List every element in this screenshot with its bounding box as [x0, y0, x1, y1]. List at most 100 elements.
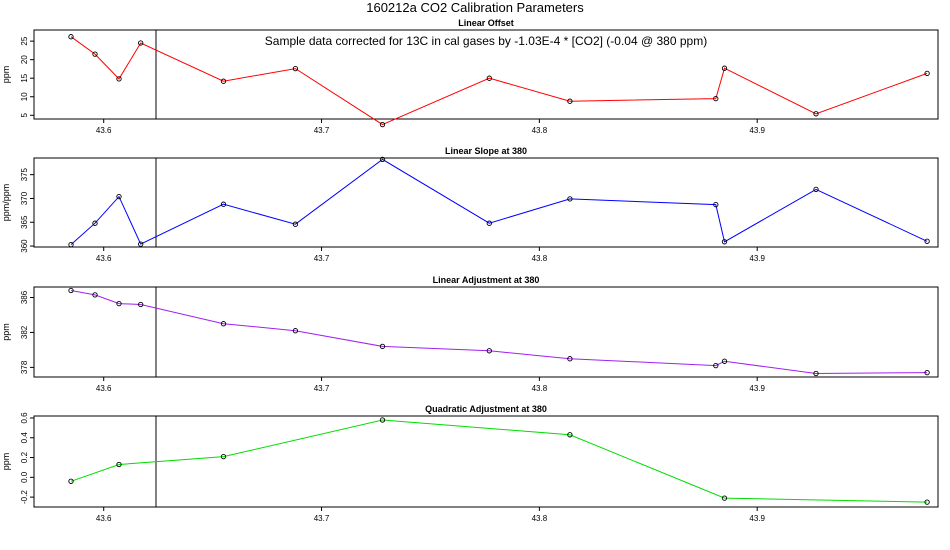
- x-tick-label: 43.9: [749, 126, 765, 135]
- x-tick-label: 43.8: [532, 514, 548, 523]
- data-point: [379, 156, 386, 163]
- data-point: [813, 111, 819, 117]
- y-tick-label: 15: [20, 73, 29, 82]
- data-point: [813, 186, 819, 193]
- x-tick-label: 43.7: [314, 126, 330, 135]
- y-tick-label: -0.2: [20, 490, 29, 504]
- chart-annotation: Sample data corrected for 13C in cal gas…: [265, 34, 707, 48]
- data-point: [292, 328, 299, 334]
- x-tick-label: 43.9: [749, 254, 765, 263]
- data-point: [486, 348, 492, 354]
- series-line: [70, 158, 928, 245]
- data-point: [567, 196, 573, 202]
- chart-title: Linear Slope at 380: [445, 146, 527, 156]
- x-tick-label: 43.6: [96, 384, 112, 393]
- series-line: [70, 419, 928, 503]
- data-point: [116, 461, 122, 468]
- data-point: [924, 70, 930, 77]
- y-tick-label: 0.6: [20, 412, 29, 424]
- x-tick-label: 43.8: [532, 254, 548, 263]
- series-line: [70, 290, 928, 375]
- data-point: [924, 238, 930, 244]
- data-point: [116, 193, 122, 200]
- y-tick-label: 5: [20, 113, 29, 118]
- data-point: [220, 321, 227, 327]
- data-point: [379, 417, 386, 423]
- chart-panel-1: Linear Offset Sample data corrected for 1…: [1, 18, 939, 135]
- y-axis-label: ppm/ppm: [1, 184, 11, 222]
- y-tick-label: 20: [20, 55, 29, 64]
- data-point: [220, 453, 227, 460]
- data-point: [713, 362, 719, 369]
- page-title: 160212a CO2 Calibration Parameters: [366, 0, 584, 15]
- y-tick-label: 386: [20, 290, 29, 304]
- data-point: [567, 98, 573, 104]
- data-point: [220, 201, 227, 207]
- x-tick-label: 43.8: [532, 126, 548, 135]
- y-tick-label: 378: [20, 360, 29, 374]
- y-tick-label: 10: [20, 92, 29, 101]
- data-point: [486, 220, 492, 226]
- y-tick-label: 360: [20, 239, 29, 253]
- x-tick-label: 43.7: [314, 514, 330, 523]
- x-tick-label: 43.6: [96, 126, 112, 135]
- x-tick-label: 43.8: [532, 384, 548, 393]
- y-axis-label: ppm: [1, 323, 11, 341]
- data-point: [68, 34, 74, 40]
- y-tick-label: 0.4: [20, 432, 29, 444]
- data-point: [379, 343, 386, 350]
- data-point: [92, 220, 98, 226]
- data-point: [721, 495, 728, 501]
- data-point: [68, 478, 74, 484]
- data-point: [924, 499, 930, 505]
- data-point: [68, 287, 74, 294]
- data-point: [116, 300, 122, 307]
- y-axis-label: ppm: [1, 453, 11, 471]
- y-tick-label: 382: [20, 325, 29, 339]
- y-tick-label: 375: [20, 167, 29, 181]
- data-point: [292, 221, 299, 227]
- data-point: [567, 432, 573, 438]
- x-tick-label: 43.7: [314, 254, 330, 263]
- data-point: [379, 121, 386, 128]
- data-point: [68, 241, 74, 248]
- x-tick-label: 43.9: [749, 384, 765, 393]
- chart-panel-4: Quadratic Adjustment at 380 ppm 43.6 43.7 43…: [1, 404, 939, 523]
- chart-title: Linear Offset: [458, 18, 514, 28]
- data-point: [567, 356, 573, 362]
- x-tick-label: 43.7: [314, 384, 330, 393]
- data-point: [92, 51, 98, 57]
- data-point: [713, 95, 719, 102]
- data-point: [713, 201, 719, 208]
- data-point: [924, 369, 930, 376]
- x-tick-label: 43.6: [96, 514, 112, 523]
- data-point: [138, 301, 144, 308]
- data-point: [92, 292, 98, 298]
- data-point: [721, 239, 728, 245]
- x-tick-label: 43.9: [749, 514, 765, 523]
- y-axis-label: ppm: [1, 66, 11, 84]
- y-tick-label: 365: [20, 215, 29, 229]
- chart-title: Quadratic Adjustment at 380: [425, 404, 547, 414]
- y-tick-label: 25: [20, 36, 29, 45]
- plot-frame: [33, 157, 939, 248]
- data-point: [486, 75, 492, 81]
- data-point: [138, 241, 144, 247]
- y-tick-label: 0.0: [20, 471, 29, 483]
- data-point: [721, 65, 728, 71]
- chart-title: Linear Adjustment at 380: [433, 275, 540, 285]
- series-line: [70, 36, 928, 126]
- chart-panel-2: Linear Slope at 380 ppm/ppm 43.6 43.7 43.8 43…: [1, 146, 939, 263]
- data-point: [721, 358, 728, 364]
- chart-panel-3: Linear Adjustment at 380 ppm 43.6 43.7 43.8 4…: [1, 275, 939, 393]
- x-tick-label: 43.6: [96, 254, 112, 263]
- data-point: [220, 78, 227, 84]
- y-tick-label: 0.2: [20, 451, 29, 463]
- data-point: [116, 76, 122, 82]
- data-point: [292, 65, 299, 72]
- plot-frame: [33, 415, 939, 508]
- data-point: [813, 370, 819, 377]
- y-tick-label: 370: [20, 191, 29, 205]
- plot-frame: [33, 286, 939, 378]
